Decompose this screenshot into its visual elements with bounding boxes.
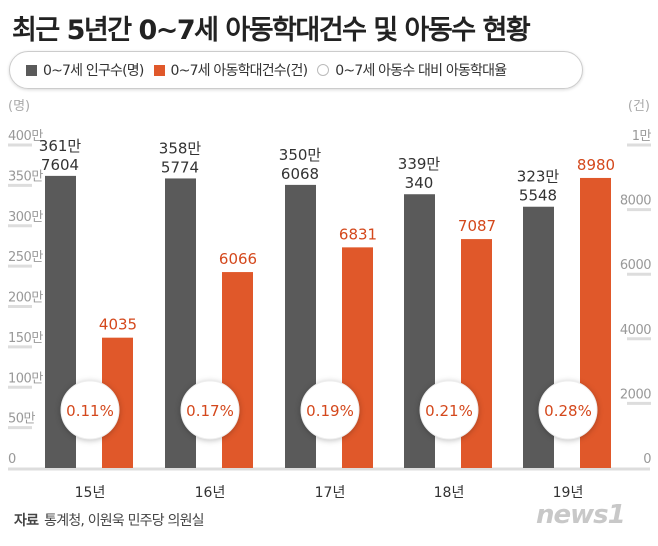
right-axis-tick-label: 1만 — [632, 129, 652, 144]
rate-label: 0.11% — [66, 402, 114, 420]
rate-circle — [180, 380, 240, 440]
legend: 0~7세 인구수(명) 0~7세 아동학대건수(건) 0~7세 아동수 대비 아… — [9, 51, 583, 89]
legend-item-rate: 0~7세 아동수 대비 아동학대율 — [317, 60, 507, 80]
right-axis-unit: (건) — [628, 99, 650, 114]
cases-label: 6831 — [339, 225, 377, 243]
left-axis-tick-label: 150만 — [8, 331, 43, 346]
legend-swatch-orange — [153, 64, 165, 76]
x-axis-label: 18년 — [434, 485, 465, 501]
legend-swatch-gray — [26, 64, 37, 76]
population-label: 5548 — [519, 187, 557, 205]
legend-label: 0~7세 아동수 대비 아동학대율 — [335, 63, 507, 79]
population-label: 339만 — [398, 155, 441, 173]
x-axis-label: 17년 — [315, 485, 346, 501]
rate-circle — [60, 380, 120, 440]
left-axis-tick-label: 250만 — [8, 250, 43, 265]
left-axis-unit: (명) — [8, 99, 30, 114]
x-axis-label: 15년 — [75, 485, 106, 501]
left-axis-tick-label: 300만 — [8, 210, 43, 225]
legend-item-cases: 0~7세 아동학대건수(건) — [153, 60, 309, 80]
population-label: 5774 — [161, 158, 199, 176]
population-label: 358만 — [159, 139, 202, 157]
cases-label: 7087 — [458, 217, 496, 235]
legend-label: 0~7세 아동학대건수(건) — [170, 63, 309, 79]
rate-label: 0.28% — [544, 402, 592, 420]
rate-label: 0.21% — [425, 402, 473, 420]
source-text: 통계청, 이원욱 민주당 의원실 — [44, 513, 204, 529]
source: 자료 통계청, 이원욱 민주당 의원실 — [14, 510, 205, 530]
left-axis-tick-label: 200만 — [8, 291, 43, 306]
population-label: 340 — [405, 174, 434, 192]
right-axis-tick-label: 6000 — [620, 258, 651, 273]
cases-label: 4035 — [99, 316, 137, 334]
left-axis-tick-label: 350만 — [8, 169, 43, 184]
rate-label: 0.17% — [186, 402, 234, 420]
legend-swatch-circle — [317, 64, 330, 76]
cases-label: 6066 — [219, 250, 257, 268]
x-axis-label: 16년 — [195, 485, 226, 501]
population-label: 350만 — [279, 146, 322, 164]
chart-title: 최근 5년간 0~7세 아동학대건수 및 아동수 현황 — [12, 15, 531, 46]
right-axis-tick-label: 0 — [643, 452, 651, 467]
left-axis-tick-label: 400만 — [8, 129, 43, 144]
population-label: 7604 — [41, 156, 79, 174]
left-axis-tick-label: 0 — [8, 452, 16, 467]
rate-circle — [538, 380, 598, 440]
population-label: 323만 — [517, 168, 560, 186]
cases-bar — [342, 247, 373, 468]
rate-circle — [419, 380, 479, 440]
right-axis-tick-label: 2000 — [620, 387, 651, 402]
source-label: 자료 — [14, 513, 39, 529]
right-axis-tick-label: 4000 — [620, 323, 651, 338]
left-axis-tick-label: 50만 — [8, 412, 36, 427]
legend-item-population: 0~7세 인구수(명) — [26, 60, 144, 80]
rate-circle — [300, 380, 360, 440]
left-axis-tick-label: 100만 — [8, 371, 43, 386]
population-label: 361만 — [39, 137, 82, 155]
cases-bar — [222, 272, 253, 468]
x-axis-label: 19년 — [553, 485, 584, 501]
cases-label: 8980 — [577, 156, 615, 174]
right-axis-tick-label: 8000 — [620, 194, 651, 209]
rate-label: 0.19% — [306, 402, 354, 420]
legend-label: 0~7세 인구수(명) — [43, 63, 144, 79]
news1-logo: news1 — [536, 500, 626, 530]
population-label: 6068 — [281, 165, 319, 183]
